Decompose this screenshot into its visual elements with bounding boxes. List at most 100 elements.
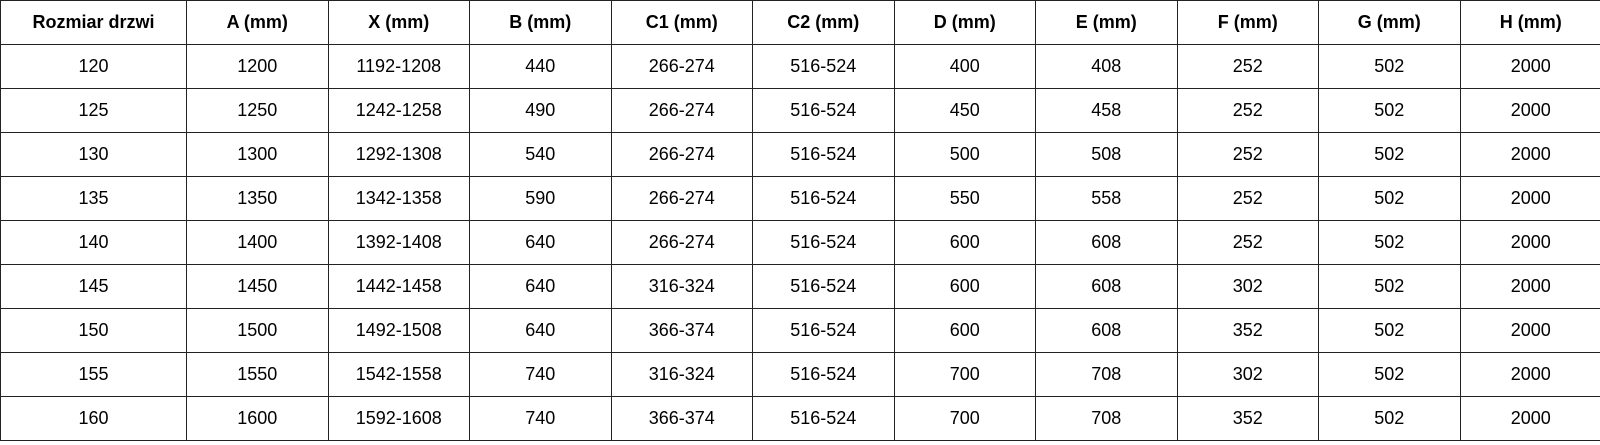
column-header: X (mm) [327,0,470,45]
column-header: C2 (mm) [752,0,895,45]
table-row: 140 1400 1392-1408 640 266-274 516-524 600 608 2… [0,220,1600,265]
table-row: 160 1600 1592-1608 740 366-374 516-524 700 708 3… [0,396,1600,441]
table-cell: 640 [469,264,612,309]
table-cell: 130 [0,132,187,177]
table-cell: 2000 [1459,132,1600,177]
table-cell: 1392-1408 [327,220,470,265]
table-cell: 502 [1318,44,1461,89]
table-cell: 516-524 [752,220,895,265]
table-cell: 1542-1558 [327,352,470,397]
table-cell: 558 [1035,176,1178,221]
table-cell: 502 [1318,132,1461,177]
table-cell: 2000 [1459,88,1600,133]
table-cell: 140 [0,220,187,265]
table-cell: 266-274 [610,88,753,133]
column-header: C1 (mm) [610,0,753,45]
table-cell: 516-524 [752,176,895,221]
table-row: 150 1500 1492-1508 640 366-374 516-524 600 608 3… [0,308,1600,353]
table-row: 155 1550 1542-1558 740 316-324 516-524 700 708 3… [0,352,1600,397]
table-cell: 1550 [186,352,329,397]
table-cell: 266-274 [610,176,753,221]
table-cell: 252 [1176,88,1319,133]
table-cell: 740 [469,396,612,441]
table-cell: 2000 [1459,352,1600,397]
table-cell: 1342-1358 [327,176,470,221]
table-cell: 1592-1608 [327,396,470,441]
table-cell: 352 [1176,396,1319,441]
table-cell: 135 [0,176,187,221]
table-cell: 440 [469,44,612,89]
table-cell: 2000 [1459,396,1600,441]
table-cell: 608 [1035,308,1178,353]
table-cell: 640 [469,308,612,353]
table-cell: 502 [1318,352,1461,397]
column-header: E (mm) [1035,0,1178,45]
table-row: 130 1300 1292-1308 540 266-274 516-524 500 508 2… [0,132,1600,177]
table-cell: 316-324 [610,352,753,397]
table-cell: 1500 [186,308,329,353]
table-cell: 502 [1318,220,1461,265]
column-header: Rozmiar drzwi [0,0,187,45]
table-cell: 155 [0,352,187,397]
table-cell: 700 [893,352,1036,397]
table-row: 145 1450 1442-1458 640 316-324 516-524 600 608 3… [0,264,1600,309]
table-row: 120 1200 1192-1208 440 266-274 516-524 400 408 2… [0,44,1600,89]
table-cell: 2000 [1459,264,1600,309]
table-cell: 516-524 [752,264,895,309]
table-cell: 2000 [1459,308,1600,353]
table-cell: 2000 [1459,176,1600,221]
table-cell: 252 [1176,220,1319,265]
table-cell: 700 [893,396,1036,441]
table-cell: 1292-1308 [327,132,470,177]
table-cell: 516-524 [752,132,895,177]
table-cell: 1300 [186,132,329,177]
table-cell: 1450 [186,264,329,309]
table-cell: 252 [1176,176,1319,221]
table-cell: 400 [893,44,1036,89]
table-cell: 600 [893,220,1036,265]
table-cell: 1250 [186,88,329,133]
table-cell: 125 [0,88,187,133]
table-cell: 502 [1318,88,1461,133]
table-cell: 366-374 [610,396,753,441]
table-cell: 1400 [186,220,329,265]
table-cell: 266-274 [610,44,753,89]
table-cell: 366-374 [610,308,753,353]
column-header: H (mm) [1459,0,1600,45]
column-header: G (mm) [1318,0,1461,45]
table-cell: 1200 [186,44,329,89]
column-header: D (mm) [893,0,1036,45]
table-cell: 302 [1176,264,1319,309]
table-cell: 316-324 [610,264,753,309]
table-cell: 740 [469,352,612,397]
table-cell: 500 [893,132,1036,177]
table-cell: 302 [1176,352,1319,397]
table-cell: 252 [1176,132,1319,177]
table-cell: 516-524 [752,308,895,353]
table-cell: 352 [1176,308,1319,353]
table-cell: 502 [1318,308,1461,353]
table-cell: 408 [1035,44,1178,89]
table-cell: 516-524 [752,352,895,397]
table-cell: 516-524 [752,88,895,133]
table-cell: 160 [0,396,187,441]
table-cell: 640 [469,220,612,265]
table-cell: 608 [1035,220,1178,265]
table-cell: 590 [469,176,612,221]
table-cell: 252 [1176,44,1319,89]
table-cell: 600 [893,264,1036,309]
table-cell: 490 [469,88,612,133]
table-cell: 150 [0,308,187,353]
table-cell: 458 [1035,88,1178,133]
table-cell: 1242-1258 [327,88,470,133]
table-cell: 2000 [1459,44,1600,89]
table-cell: 120 [0,44,187,89]
table-cell: 266-274 [610,132,753,177]
table-cell: 1192-1208 [327,44,470,89]
table-cell: 1350 [186,176,329,221]
header-row: Rozmiar drzwi A (mm) X (mm) B (mm) C1 (mm) C2… [0,0,1600,45]
table-cell: 450 [893,88,1036,133]
table-cell: 708 [1035,396,1178,441]
table-cell: 708 [1035,352,1178,397]
